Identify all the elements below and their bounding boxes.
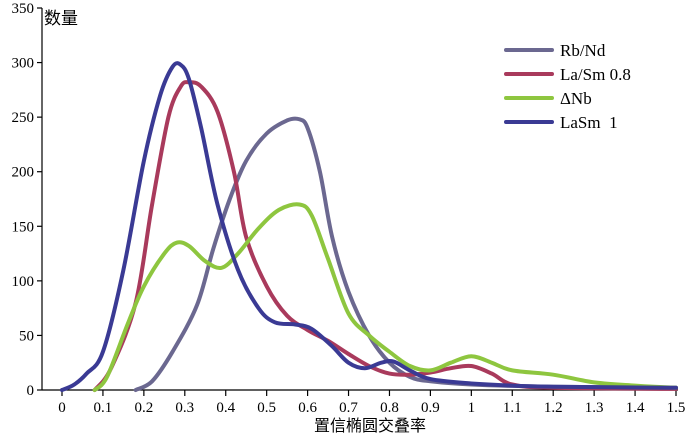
y-tick-label: 50 (19, 328, 34, 344)
legend: Rb/Nd La/Sm 0.8 ΔNb LaSm 1 (504, 41, 631, 132)
x-tick-label: 0.6 (298, 400, 317, 416)
y-tick-label: 200 (12, 165, 35, 181)
x-axis-label: 置信椭圆交叠率 (314, 416, 426, 435)
y-tick-label: 0 (27, 383, 35, 399)
legend-label-la-sm-08: La/Sm 0.8 (560, 65, 631, 84)
x-tick-label: 1.1 (503, 400, 522, 416)
x-tick-label: 1 (468, 400, 476, 416)
x-tick-label: 0 (58, 400, 66, 416)
legend-label-delta-nb: ΔNb (560, 89, 592, 108)
x-tick-label: 0.2 (134, 400, 153, 416)
x-tick-label: 1.3 (585, 400, 604, 416)
y-tick-label: 300 (12, 56, 35, 72)
series-lines (60, 61, 678, 392)
x-tick-label: 0.8 (380, 400, 399, 416)
x-tick-label: 0.1 (94, 400, 113, 416)
x-tick-label: 1.4 (626, 400, 645, 416)
x-tick-label: 0.5 (257, 400, 276, 416)
x-tick-label: 1.5 (667, 400, 686, 416)
x-tick-label: 0.4 (216, 400, 235, 416)
legend-label-lasm-1: LaSm 1 (560, 113, 618, 132)
y-tick-label: 100 (12, 274, 35, 290)
x-ticks: 0 0.1 0.2 0.3 0.4 0.5 0.6 0.7 0.8 0.9 1 1.1 1.2 1.3 1.… (58, 390, 685, 416)
y-axis-label: 数量 (44, 9, 78, 29)
legend-label-rb-nd: Rb/Nd (560, 41, 606, 60)
y-tick-label: 350 (12, 1, 35, 17)
y-ticks: 0 50 100 150 200 250 300 350 (12, 1, 42, 399)
x-tick-label: 0.3 (175, 400, 194, 416)
series-line-lasm-1 (60, 61, 678, 392)
series-line-la-sm-08 (92, 80, 678, 392)
x-tick-label: 1.2 (544, 400, 563, 416)
series-line-delta-nb (92, 202, 678, 392)
x-tick-label: 0.9 (421, 400, 440, 416)
x-tick-label: 0.7 (339, 400, 358, 416)
y-tick-label: 250 (12, 110, 35, 126)
series-line-rb-nd (133, 116, 678, 392)
y-tick-label: 150 (12, 219, 35, 235)
